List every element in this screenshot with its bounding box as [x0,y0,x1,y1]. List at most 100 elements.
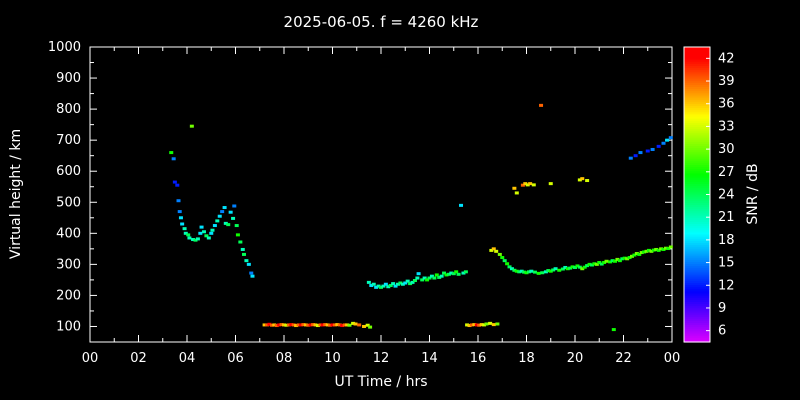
colorbar-swatch [684,112,710,116]
data-point [405,279,410,283]
data-point [565,267,570,271]
colorbar-swatch [684,91,710,94]
x-tick-label: 00 [82,351,99,366]
data-point [543,270,548,274]
data-point [366,280,371,284]
data-point [634,252,639,255]
data-point [592,262,597,266]
colorbar-swatch [684,89,710,92]
data-point [277,323,282,327]
data-point [523,182,528,186]
data-point [456,272,461,276]
data-point [529,269,534,273]
colorbar-swatch [684,289,710,293]
colorbar-swatch [684,80,710,84]
data-point [217,214,222,218]
data-point [437,275,442,279]
data-point [505,262,510,266]
data-point [585,264,590,268]
colorbar-swatch [684,266,710,269]
data-point [517,270,522,274]
x-tick-label: 02 [130,351,147,366]
data-point [497,252,502,256]
data-point [215,219,220,223]
data-point [374,285,379,289]
data-point [220,210,225,214]
data-point [449,271,454,275]
data-point [400,282,405,286]
colorbar-swatch [684,312,710,316]
colorbar-tick-label: 15 [718,256,735,271]
data-point [512,186,517,190]
data-point [328,323,333,327]
data-point [234,224,239,228]
data-point [269,323,274,327]
data-point [597,261,602,265]
x-tick-label: 12 [373,351,390,366]
data-point [244,259,249,263]
x-tick-label: 22 [615,351,632,366]
data-point [557,268,562,272]
data-point [193,238,198,242]
data-point [536,271,541,275]
colorbar-swatch [684,76,710,80]
data-point [451,272,456,276]
colorbar-swatch [684,224,710,227]
data-point [594,262,599,266]
data-point [249,271,254,275]
colorbar-swatch [684,240,710,244]
data-point [463,270,468,274]
data-point [491,247,496,251]
data-point [306,323,311,327]
colorbar-swatch [684,323,710,326]
colorbar-swatch [684,49,710,52]
data-point [325,323,330,327]
colorbar-swatch [684,87,710,90]
data-point [602,261,607,265]
data-point [315,324,320,328]
data-point [284,323,289,327]
colorbar-swatch [684,228,710,231]
colorbar-swatch [684,188,710,191]
colorbar-swatch [684,139,710,143]
data-point [425,278,430,282]
colorbar-swatch [684,219,710,223]
data-point [330,323,335,327]
colorbar-swatch [684,261,710,265]
data-point [279,323,284,327]
data-point [235,233,240,237]
colorbar-swatch [684,226,710,229]
data-point [422,276,427,280]
colorbar-swatch [684,291,710,295]
colorbar-swatch [684,160,710,164]
data-point [189,124,194,128]
data-point [172,180,177,184]
colorbar-swatch [684,183,710,187]
colorbar-swatch [684,82,710,86]
data-point [371,282,376,286]
colorbar-swatch [684,335,710,339]
colorbar-swatch [684,152,710,156]
data-point [376,284,381,288]
colorbar-swatch [684,53,710,57]
x-axis-label: UT Time / hrs [334,374,428,390]
colorbar-swatch [684,175,710,179]
x-tick-label: 20 [567,351,584,366]
data-point [656,248,661,252]
data-point [531,183,536,187]
colorbar-swatch [684,74,710,78]
data-point [661,247,666,251]
data-point [650,147,655,151]
colorbar-swatch [684,72,710,75]
colorbar-swatch [684,127,710,130]
data-point [599,262,604,266]
data-point [645,149,650,153]
data-point [604,259,609,263]
data-point [553,267,558,271]
data-point [539,103,544,107]
colorbar-tick-label: 21 [718,210,735,225]
data-point [560,267,565,271]
data-point [469,323,474,327]
data-point [303,323,308,327]
data-point [495,322,500,326]
